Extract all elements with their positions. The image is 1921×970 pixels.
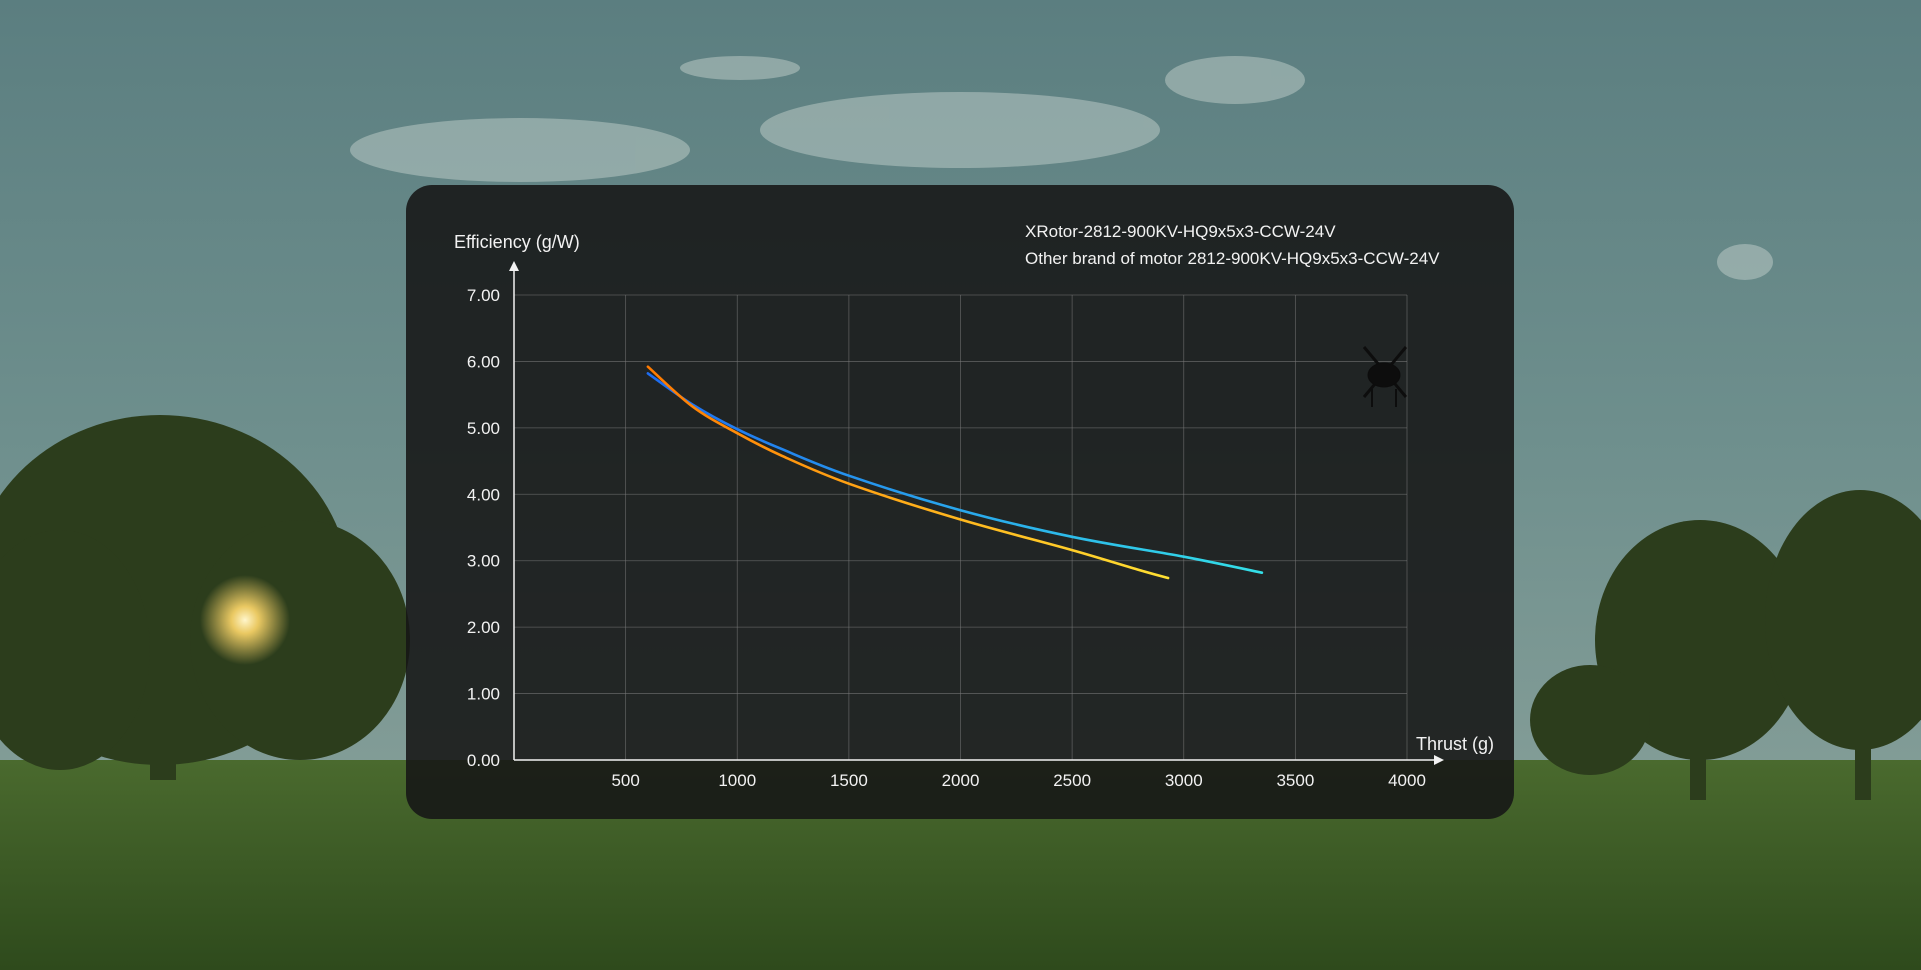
- legend-item-other-brand: Other brand of motor 2812-900KV-HQ9x5x3-…: [965, 249, 1440, 268]
- y-tick-label: 4.00: [467, 485, 500, 504]
- series-line-other-brand: [646, 365, 1170, 580]
- y-tick-label: 3.00: [467, 552, 500, 571]
- chart-panel: 0.00 1.00 2.00 3.00 4.00 5.00 6.00 7.00 500 1000 1…: [406, 185, 1514, 819]
- x-axis: [514, 755, 1444, 765]
- y-axis-label: Efficiency (g/W): [454, 232, 580, 252]
- series-lines: [646, 365, 1264, 580]
- x-tick-label: 3000: [1165, 771, 1203, 790]
- x-tick-label: 2000: [942, 771, 980, 790]
- x-tick-label: 3500: [1276, 771, 1314, 790]
- y-tick-label: 6.00: [467, 352, 500, 371]
- y-tick-label: 0.00: [467, 751, 500, 770]
- y-tick-label: 7.00: [467, 286, 500, 305]
- x-tick-label: 1500: [830, 771, 868, 790]
- y-tick-label: 5.00: [467, 419, 500, 438]
- y-axis: [509, 261, 519, 760]
- x-tick-label: 2500: [1053, 771, 1091, 790]
- legend-label-other-brand: Other brand of motor 2812-900KV-HQ9x5x3-…: [1025, 249, 1440, 268]
- x-axis-label: Thrust (g): [1416, 734, 1494, 754]
- efficiency-chart: 0.00 1.00 2.00 3.00 4.00 5.00 6.00 7.00 500 1000 1…: [454, 222, 1494, 790]
- legend-item-xrotor: XRotor-2812-900KV-HQ9x5x3-CCW-24V: [965, 222, 1336, 241]
- y-tick-label: 1.00: [467, 685, 500, 704]
- x-tick-label: 1000: [718, 771, 756, 790]
- x-tick-label: 500: [611, 771, 639, 790]
- grid: [514, 294, 1408, 760]
- drone-silhouette: [1362, 346, 1408, 407]
- tick-labels: 0.00 1.00 2.00 3.00 4.00 5.00 6.00 7.00 500 1000 1…: [467, 286, 1426, 790]
- legend-label-xrotor: XRotor-2812-900KV-HQ9x5x3-CCW-24V: [1025, 222, 1336, 241]
- legend: XRotor-2812-900KV-HQ9x5x3-CCW-24V Other …: [965, 222, 1440, 268]
- y-tick-label: 2.00: [467, 618, 500, 637]
- x-tick-label: 4000: [1388, 771, 1426, 790]
- series-line-xrotor: [646, 372, 1264, 574]
